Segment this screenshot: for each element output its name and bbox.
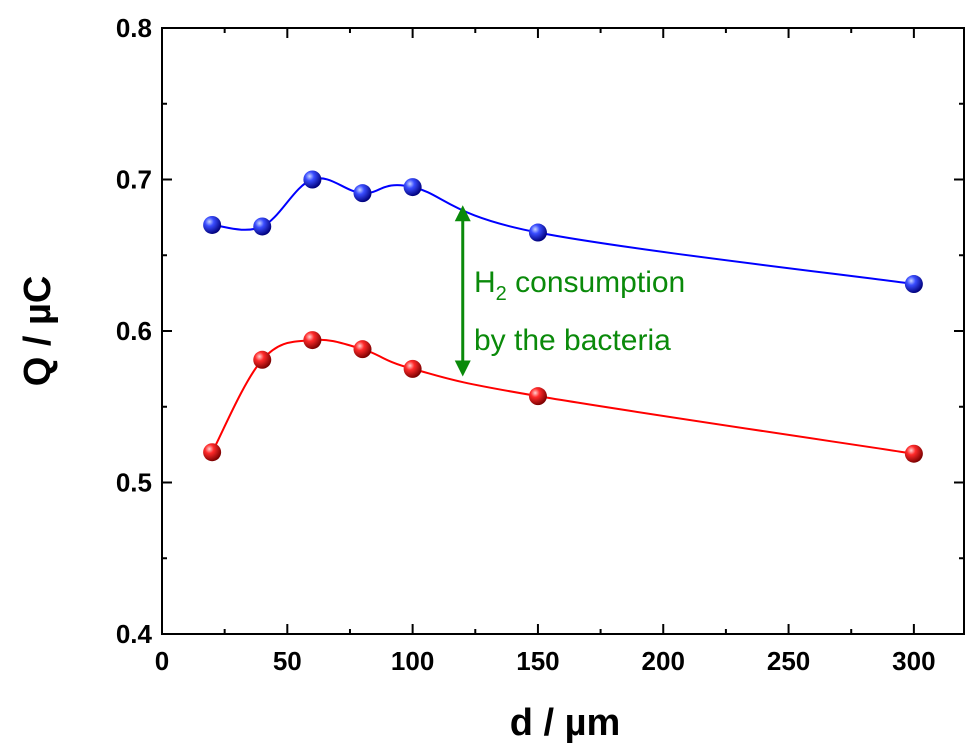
x-tick-label: 50: [273, 646, 302, 676]
annotation-line-2: by the bacteria: [474, 324, 671, 357]
y-tick-label: 0.8: [116, 13, 152, 43]
data-point-series-0: [253, 217, 272, 236]
x-tick-label: 200: [642, 646, 685, 676]
data-point-series-0: [528, 223, 547, 242]
data-point-series-1: [403, 359, 422, 378]
data-point-series-1: [203, 443, 222, 462]
data-point-series-0: [303, 170, 322, 189]
x-axis-title: d / µm: [510, 702, 621, 744]
series-curves: [211, 177, 915, 455]
data-point-series-0: [403, 178, 422, 197]
annotation-arrow-head-top: [454, 205, 471, 222]
annotation-line-1-rest: consumption: [507, 266, 685, 299]
y-axis-title: Q / µC: [17, 276, 59, 387]
x-tick-label: 300: [892, 646, 935, 676]
data-point-series-0: [203, 215, 222, 234]
data-point-series-1: [904, 444, 923, 463]
data-point-series-0: [353, 184, 372, 203]
axis-ticks: [161, 27, 964, 635]
y-tick-label: 0.7: [116, 165, 152, 195]
annotation-subscript: 2: [496, 283, 507, 305]
annotation-line-1: H2 consumption: [474, 266, 685, 305]
annotation-h-symbol: H: [474, 266, 496, 299]
data-point-series-1: [303, 331, 322, 350]
x-tick-label: 250: [767, 646, 810, 676]
series-points: [203, 170, 923, 463]
data-point-series-1: [528, 387, 547, 406]
data-point-series-1: [353, 340, 372, 359]
y-tick-label: 0.4: [116, 619, 153, 649]
x-tick-label: 150: [516, 646, 559, 676]
series-line-0: [212, 177, 915, 286]
x-tick-label: 100: [391, 646, 434, 676]
annotation-arrow-head-bottom: [454, 360, 471, 377]
y-tick-label: 0.5: [116, 468, 152, 498]
tick-labels: 0 50 100 150 200 250 300 0.4 0.5 0.6 0.7 0.8: [116, 13, 936, 676]
data-point-series-0: [904, 275, 923, 294]
x-tick-label: 0: [155, 646, 169, 676]
y-tick-label: 0.6: [116, 316, 152, 346]
annotation: H2 consumption by the bacteria: [454, 205, 685, 377]
data-point-series-1: [253, 350, 272, 369]
